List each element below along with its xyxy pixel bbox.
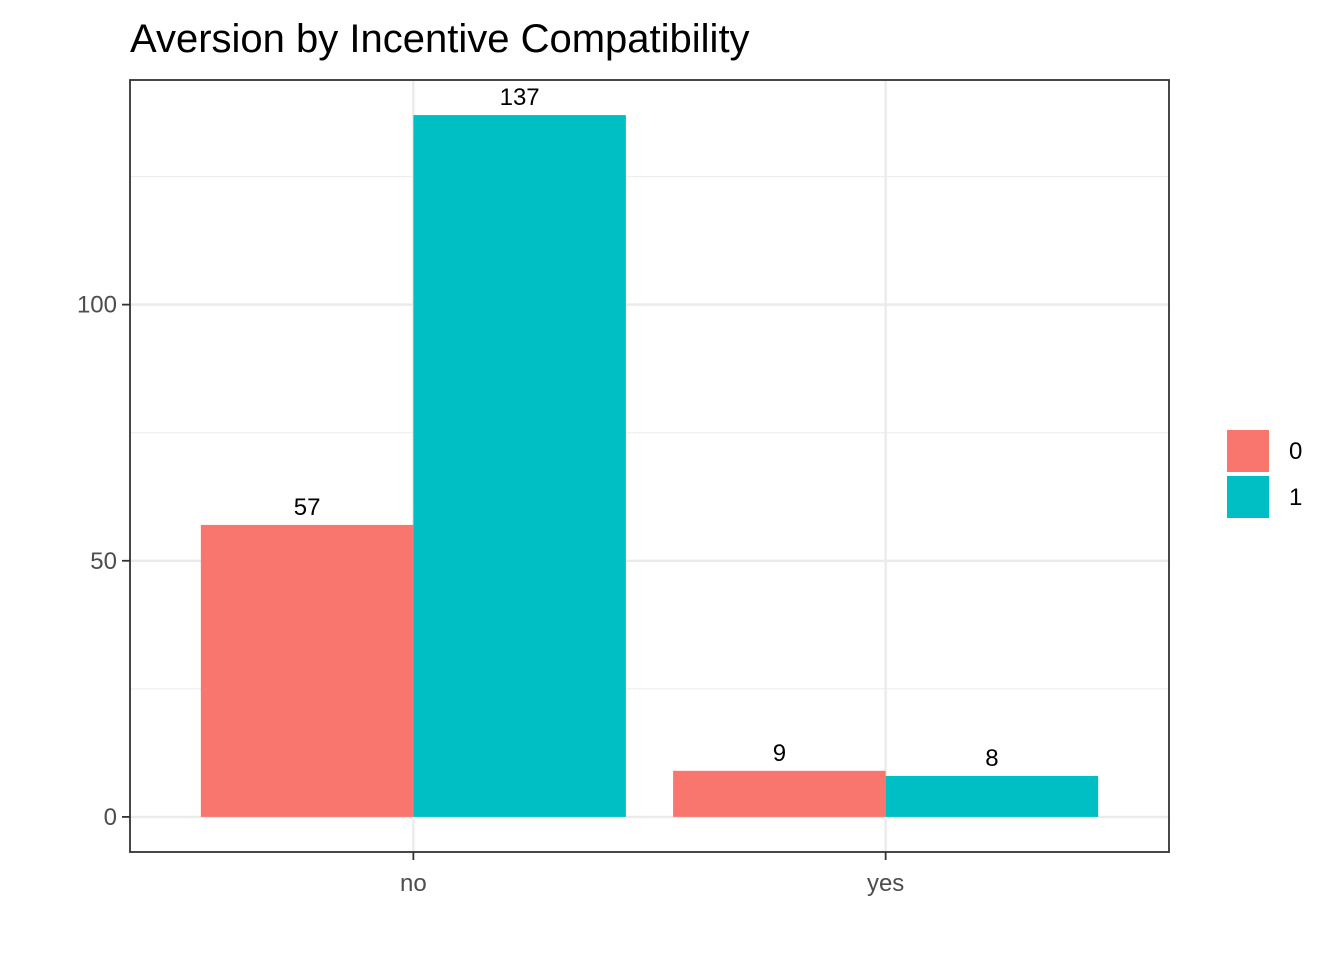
legend-key (1227, 430, 1269, 472)
y-tick-label: 100 (77, 292, 117, 319)
bar (885, 775, 1099, 817)
bar (200, 524, 414, 817)
x-tick-label: no (400, 870, 427, 897)
y-axis: 0 50 100 (77, 292, 130, 831)
bar-value-label: 8 (985, 745, 998, 772)
x-tick-label: yes (867, 870, 904, 897)
x-axis: no yes (400, 852, 904, 897)
bar (673, 770, 886, 817)
legend-label: 1 (1289, 484, 1302, 511)
bar-value-label: 57 (294, 494, 321, 521)
chart-title: Aversion by Incentive Compatibility (130, 17, 750, 61)
bar-value-labels: 57 9 137 8 (294, 84, 999, 772)
bar-value-label: 9 (773, 740, 786, 767)
legend-key (1227, 476, 1269, 518)
bar-value-label: 137 (500, 84, 540, 111)
y-tick-label: 50 (90, 548, 117, 575)
legend: 01 (1227, 430, 1302, 518)
y-tick-label: 0 (104, 804, 117, 831)
legend-label: 0 (1289, 438, 1302, 465)
plot-panel-border (129, 79, 1170, 853)
bar (413, 115, 626, 817)
bars (200, 115, 1099, 817)
